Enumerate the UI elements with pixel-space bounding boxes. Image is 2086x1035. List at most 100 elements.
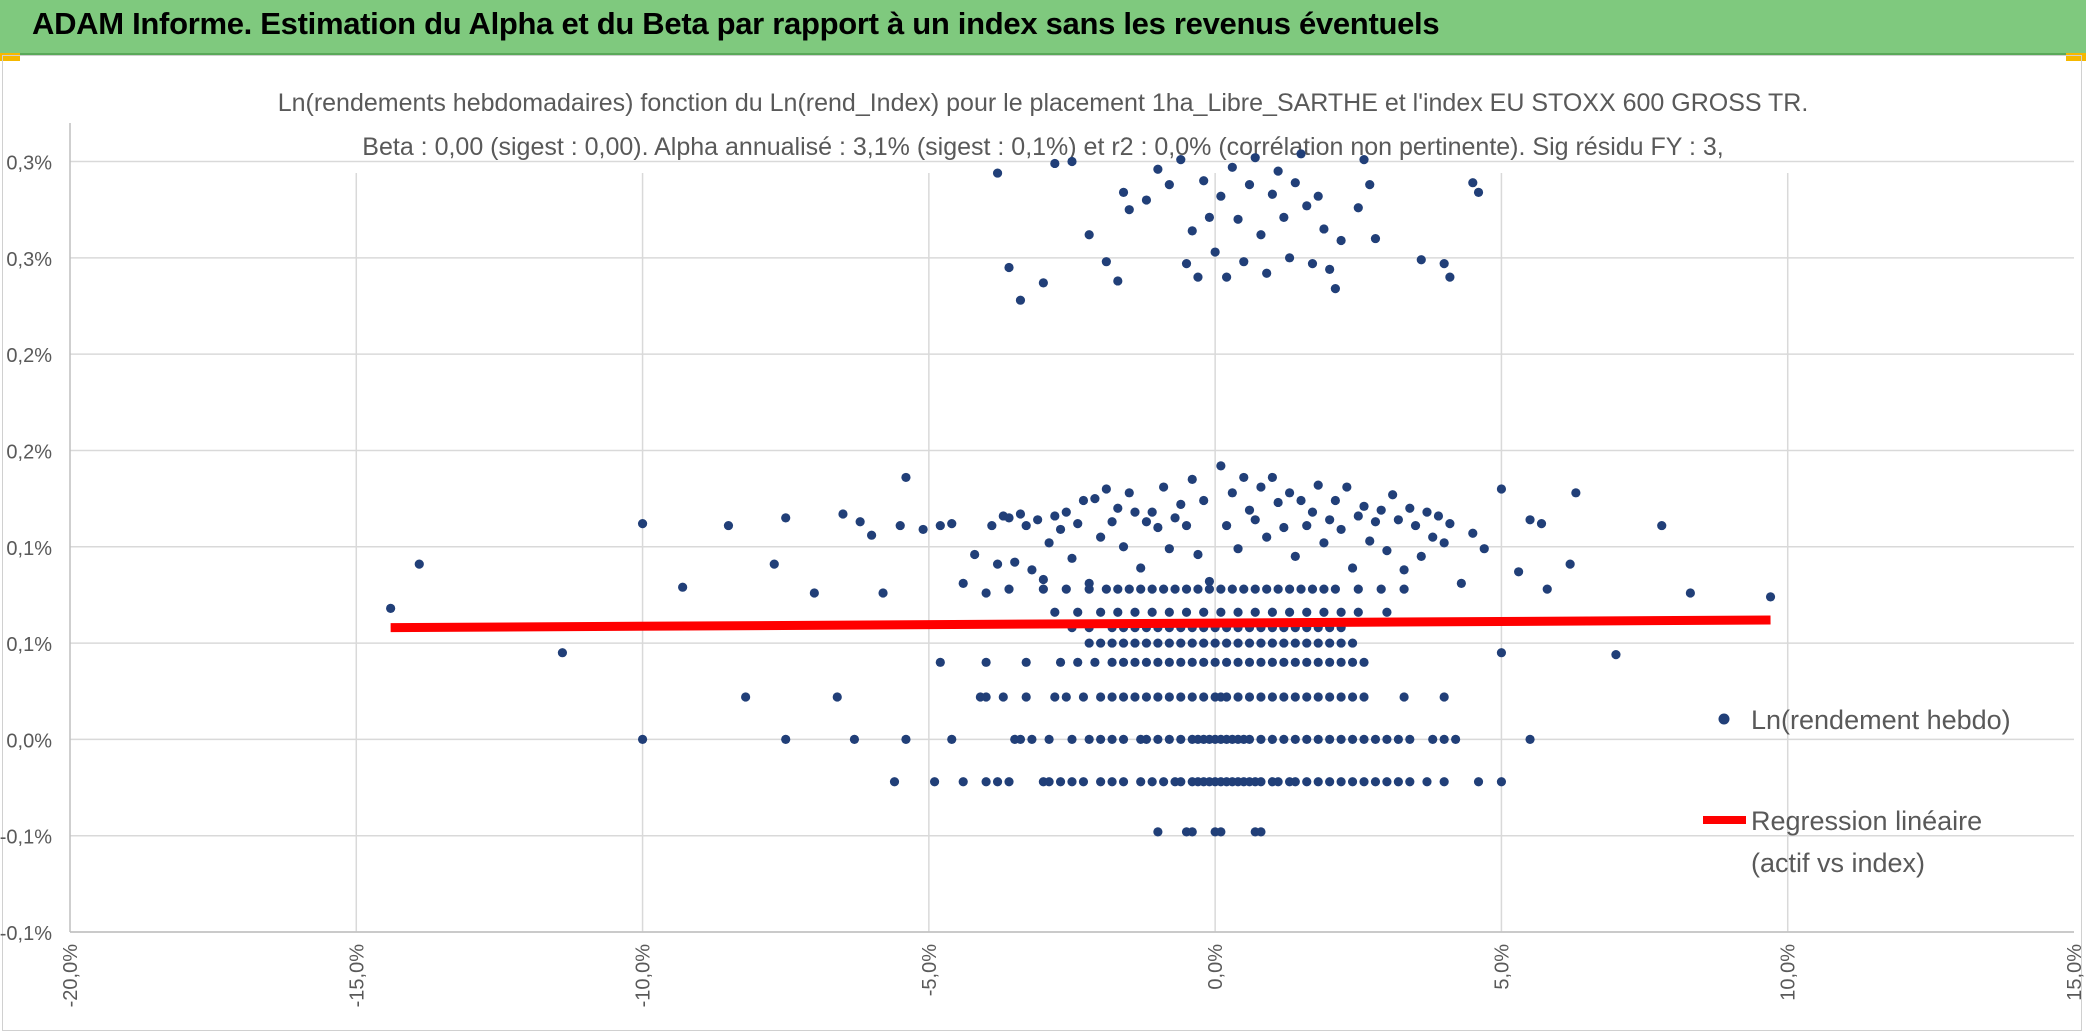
- legend-marker-points: [1718, 713, 1730, 725]
- data-point: [1428, 532, 1438, 542]
- data-point: [1061, 584, 1071, 594]
- data-point: [1319, 538, 1329, 548]
- data-point: [741, 692, 751, 702]
- data-point: [1033, 515, 1043, 525]
- data-point: [1433, 511, 1444, 521]
- data-point: [1273, 497, 1283, 508]
- data-point: [1055, 524, 1066, 535]
- data-point: [1325, 264, 1335, 274]
- data-point: [1130, 657, 1140, 667]
- corner-accent-top-left: [0, 53, 20, 61]
- data-point: [1164, 657, 1174, 667]
- data-point: [1187, 827, 1197, 837]
- data-point: [1124, 488, 1134, 498]
- data-point: [1176, 692, 1186, 702]
- y-tick-label: 0,2%: [6, 345, 52, 367]
- data-point: [1233, 544, 1243, 554]
- data-point: [1233, 214, 1243, 224]
- data-point: [1353, 584, 1363, 594]
- data-point: [1199, 638, 1209, 648]
- data-point: [1290, 692, 1300, 702]
- data-point: [992, 559, 1003, 569]
- data-point: [1256, 734, 1266, 744]
- data-point: [947, 734, 957, 744]
- data-point: [1153, 638, 1163, 648]
- y-tick-label: 0,0%: [6, 730, 52, 752]
- data-point: [1302, 734, 1312, 744]
- data-point: [1216, 607, 1226, 617]
- data-point: [1221, 692, 1232, 702]
- data-point: [1611, 650, 1621, 660]
- data-point: [1044, 777, 1054, 787]
- data-point: [1244, 180, 1255, 190]
- data-point: [1496, 484, 1507, 494]
- legend-label-regression: Regression linéaire: [1751, 806, 1982, 836]
- data-point: [1244, 692, 1255, 702]
- data-point: [1342, 482, 1352, 492]
- data-point: [1514, 567, 1524, 577]
- data-point: [1118, 734, 1129, 744]
- data-point: [1090, 657, 1100, 667]
- y-axis-ticks: -0,1% -0,1% 0,0% 0,1% 0,1% 0,2% 0,2% 0,3% 0,3%: [0, 153, 52, 945]
- data-point: [1347, 734, 1358, 744]
- data-point: [1405, 734, 1415, 744]
- data-point: [1542, 584, 1552, 594]
- x-tick-label: -20,0%: [60, 944, 82, 1008]
- data-point: [1393, 777, 1403, 787]
- data-point: [1021, 692, 1031, 702]
- data-point: [1296, 584, 1306, 594]
- data-point: [386, 603, 396, 614]
- data-point: [1336, 692, 1346, 702]
- data-point: [1336, 607, 1346, 617]
- data-point: [1313, 191, 1323, 201]
- data-point: [1267, 734, 1277, 744]
- data-point: [1347, 777, 1358, 787]
- data-point: [867, 530, 877, 540]
- data-point: [1313, 734, 1323, 744]
- x-tick-label: 5,0%: [1491, 944, 1513, 990]
- data-points: [386, 149, 1776, 837]
- data-point: [1290, 777, 1300, 787]
- y-tick-label: 0,1%: [6, 634, 52, 656]
- data-point: [1525, 734, 1535, 744]
- corner-accent-top-right: [2066, 53, 2086, 61]
- data-point: [1199, 692, 1209, 702]
- data-point: [1319, 607, 1329, 617]
- data-point: [1336, 638, 1346, 648]
- data-point: [1256, 230, 1266, 240]
- y-tick-label: 0,3%: [6, 249, 52, 271]
- data-point: [981, 692, 991, 702]
- data-point: [1353, 203, 1363, 213]
- data-point: [1382, 734, 1392, 744]
- data-point: [1479, 544, 1489, 554]
- data-point: [1256, 657, 1266, 667]
- data-point: [1410, 520, 1421, 531]
- data-point: [1439, 777, 1449, 787]
- data-point: [1004, 262, 1014, 273]
- data-point: [1176, 777, 1186, 787]
- data-point: [1061, 692, 1071, 702]
- data-point: [1657, 520, 1667, 531]
- data-point: [1439, 259, 1449, 269]
- data-point: [1004, 513, 1014, 523]
- data-point: [981, 777, 991, 787]
- data-point: [1015, 509, 1026, 519]
- data-point: [1336, 524, 1346, 535]
- data-point: [1227, 488, 1237, 498]
- data-point: [1382, 777, 1392, 787]
- data-point: [992, 168, 1003, 178]
- data-point: [1353, 511, 1363, 521]
- data-point: [1256, 482, 1266, 492]
- y-tick-label: 0,3%: [6, 153, 52, 175]
- data-point: [1170, 513, 1180, 523]
- data-point: [1393, 515, 1403, 525]
- chart-frame: [2, 55, 2082, 1031]
- data-point: [935, 520, 945, 531]
- data-point: [1290, 734, 1300, 744]
- data-point: [809, 588, 819, 598]
- legend: Ln(rendement hebdo) Regression linéaire …: [1703, 705, 2011, 878]
- data-point: [1164, 638, 1174, 648]
- data-point: [1250, 584, 1260, 594]
- data-point: [1325, 692, 1335, 702]
